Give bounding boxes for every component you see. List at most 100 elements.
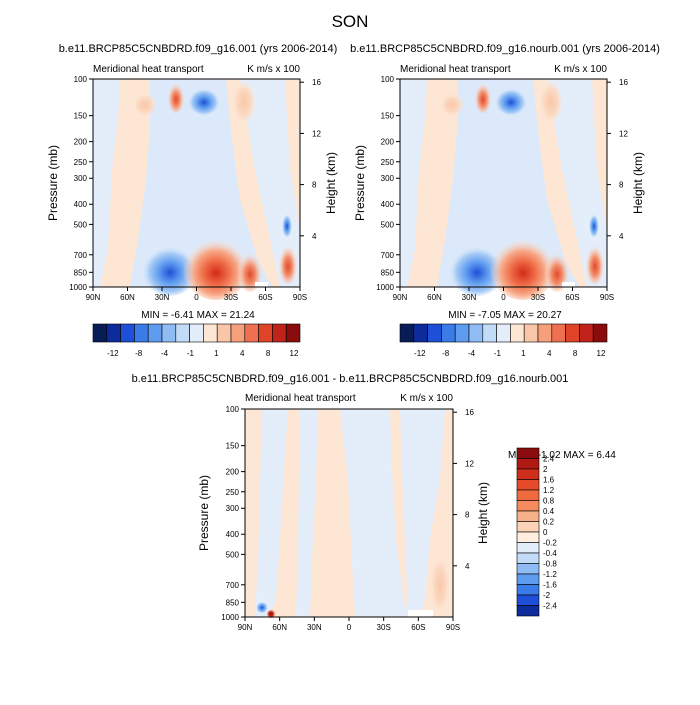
panel-2-ylabel-right: Height (km): [631, 152, 645, 214]
panel-3-stats: MIN = -1.02 MAX = 6.44: [508, 450, 616, 461]
panel-1-right-label: K m/s x 100: [247, 64, 300, 75]
colorbar-box: [413, 323, 428, 343]
y-tick-label: 250: [74, 158, 88, 167]
colorbar-label: 4: [547, 349, 552, 358]
page-title: SON: [332, 12, 369, 31]
y-right-tick-label: 4: [312, 232, 317, 241]
colorbar-box: [516, 447, 540, 459]
colorbar-box: [516, 521, 540, 533]
x-tick-label: 30S: [531, 293, 545, 302]
colorbar-label: 4: [240, 349, 245, 358]
x-tick-label: 30S: [377, 623, 391, 632]
y-tick-label: 200: [381, 138, 395, 147]
colorbar-box: [244, 323, 259, 343]
colorbar-box: [230, 323, 246, 343]
y-tick-label: 250: [381, 158, 395, 167]
panel-1-stats: MIN = -6.41 MAX = 21.24: [141, 310, 255, 321]
colorbar-box: [161, 323, 177, 343]
y-tick-label: 150: [74, 112, 88, 121]
colorbar-label: -8: [135, 349, 143, 358]
panel-2-right-label: K m/s x 100: [554, 64, 607, 75]
panel-1-left-label: Meridional heat transport: [93, 64, 204, 75]
panel-1-yticks-right: 4 8 12 16: [300, 78, 321, 241]
y-right-tick-label: 8: [465, 511, 470, 520]
x-tick-label: 0: [194, 293, 199, 302]
y-tick-label: 100: [74, 75, 88, 84]
x-tick-label: 30N: [155, 293, 170, 302]
panel-1-ylabel: Pressure (mb): [46, 145, 60, 221]
colorbar-box: [516, 479, 540, 491]
y-right-tick-label: 16: [312, 78, 321, 87]
panel-3-ylabel-right: Height (km): [476, 482, 490, 544]
panel-3-right-label: K m/s x 100: [400, 393, 453, 404]
colorbar-box: [516, 605, 540, 617]
panel-2-yticks-right: 4 8 12 16: [607, 78, 628, 241]
colorbar-box: [516, 458, 540, 470]
y-tick-label: 400: [74, 200, 88, 209]
colorbar-label: 12: [597, 349, 606, 358]
colorbar-label: 2: [543, 465, 548, 474]
panel-2-colorbar: -12 -8 -4 -1 1 4 8 12: [399, 323, 608, 358]
y-tick-label: 500: [226, 550, 240, 559]
panel-1-field: [92, 78, 301, 300]
x-tick-label: 60S: [411, 623, 425, 632]
colorbar-label: 0.4: [543, 507, 555, 516]
colorbar-label: -0.2: [543, 539, 557, 548]
x-tick-label: 90N: [238, 623, 253, 632]
y-right-tick-label: 8: [312, 181, 317, 190]
x-tick-label: 0: [347, 623, 352, 632]
colorbar-label: -1.6: [543, 581, 557, 590]
y-right-tick-label: 8: [619, 181, 624, 190]
colorbar-box: [399, 323, 415, 343]
colorbar-label: 1: [214, 349, 219, 358]
panel-3-yticks-right: 4 8 12 16: [453, 408, 474, 571]
colorbar-box: [441, 323, 456, 343]
panel-2-left-label: Meridional heat transport: [400, 64, 511, 75]
y-right-tick-label: 12: [619, 129, 628, 138]
colorbar-box: [454, 323, 470, 343]
y-tick-label: 500: [74, 220, 88, 229]
colorbar-box: [565, 323, 580, 343]
y-tick-label: 400: [226, 530, 240, 539]
colorbar-label: 0: [543, 528, 548, 537]
y-tick-label: 850: [226, 598, 240, 607]
panel-2-ylabel: Pressure (mb): [353, 145, 367, 221]
x-tick-label: 90N: [393, 293, 408, 302]
colorbar-label: 12: [290, 349, 299, 358]
colorbar-box: [175, 323, 190, 343]
panel-1-ylabel-right: Height (km): [324, 152, 338, 214]
x-tick-label: 60N: [427, 293, 442, 302]
y-tick-label: 300: [381, 174, 395, 183]
y-tick-label: 300: [226, 504, 240, 513]
colorbar-label: -1: [494, 349, 502, 358]
x-tick-label: 30N: [307, 623, 322, 632]
colorbar-box: [537, 323, 553, 343]
y-tick-label: 1000: [69, 283, 87, 292]
y-tick-label: 1000: [376, 283, 394, 292]
colorbar-label: 2.4: [543, 455, 555, 464]
y-right-tick-label: 16: [465, 408, 474, 417]
panel-2-title: b.e11.BRCP85C5CNBDRD.f09_g16.nourb.001 (…: [350, 43, 660, 55]
panel-1-yticks: 100 150 200 250 300 400 500 700 850 1000: [69, 75, 93, 292]
x-tick-label: 90S: [446, 623, 460, 632]
panel-1: b.e11.BRCP85C5CNBDRD.f09_g16.001 (yrs 20…: [46, 43, 338, 358]
panel-1-colorbar: -12 -8 -4 -1 1 4 8 12: [92, 323, 301, 358]
panel-2-field: [399, 78, 608, 300]
colorbar-box: [516, 468, 540, 480]
colorbar-label: -8: [442, 349, 450, 358]
colorbar-label: 8: [266, 349, 271, 358]
panel-3-title: b.e11.BRCP85C5CNBDRD.f09_g16.001 - b.e11…: [132, 373, 569, 385]
colorbar-label: -0.4: [543, 549, 557, 558]
y-right-tick-label: 12: [465, 459, 474, 468]
colorbar-box: [92, 323, 108, 343]
colorbar-label: 8: [573, 349, 578, 358]
colorbar-label: -0.8: [543, 560, 557, 569]
colorbar-box: [203, 323, 218, 343]
panel-2-yticks: 100 150 200 250 300 400 500 700 850 1000: [376, 75, 400, 292]
colorbar-box: [516, 584, 540, 596]
y-tick-label: 850: [381, 268, 395, 277]
y-tick-label: 150: [381, 112, 395, 121]
colorbar-label: 0.2: [543, 518, 555, 527]
y-right-tick-label: 12: [312, 129, 321, 138]
